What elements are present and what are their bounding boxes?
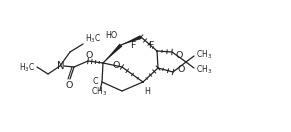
Text: C: C	[92, 77, 98, 86]
Text: H$_3$C: H$_3$C	[85, 33, 101, 45]
Text: H: H	[144, 88, 150, 96]
Polygon shape	[103, 44, 123, 63]
Text: CH$_3$: CH$_3$	[196, 64, 212, 76]
Text: CH$_3$: CH$_3$	[196, 49, 212, 61]
Text: O: O	[176, 51, 183, 60]
Text: H$_3$C: H$_3$C	[19, 62, 35, 74]
Text: F: F	[130, 41, 136, 50]
Text: N: N	[57, 61, 65, 71]
Text: F: F	[148, 41, 154, 50]
Text: O: O	[85, 51, 93, 60]
Text: O: O	[65, 81, 73, 91]
Text: HO: HO	[106, 30, 118, 39]
Text: O: O	[112, 60, 120, 70]
Text: O: O	[177, 65, 184, 74]
Polygon shape	[121, 35, 142, 45]
Text: CH$_3$: CH$_3$	[91, 86, 107, 98]
